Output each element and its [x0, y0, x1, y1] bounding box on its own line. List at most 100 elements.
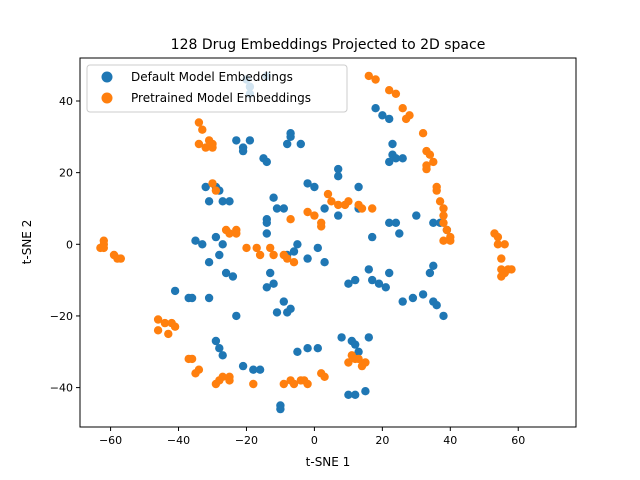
data-point [439, 211, 448, 220]
data-point [310, 211, 319, 220]
data-point [255, 365, 265, 374]
data-point [303, 207, 312, 217]
data-point [269, 193, 278, 202]
data-point [320, 258, 329, 267]
data-point [357, 204, 367, 213]
data-point [208, 179, 217, 188]
data-point [201, 143, 210, 152]
data-point [361, 387, 370, 396]
x-tick-label: −20 [235, 434, 258, 447]
data-point [418, 129, 428, 138]
data-point [225, 197, 234, 206]
data-point [310, 182, 319, 192]
data-point [303, 379, 312, 389]
data-point [439, 204, 448, 213]
data-point [286, 132, 295, 141]
points-layer [96, 71, 516, 414]
data-point [385, 157, 394, 167]
data-point [194, 365, 204, 374]
data-point [211, 232, 221, 242]
data-point [279, 379, 288, 389]
chart-title: 128 Drug Embeddings Projected to 2D spac… [171, 37, 486, 53]
data-point [398, 154, 407, 163]
y-tick-label: −40 [50, 382, 73, 395]
data-point [368, 204, 377, 213]
data-point [245, 136, 255, 145]
data-point [293, 347, 302, 356]
data-point [354, 347, 363, 356]
data-point [385, 268, 394, 278]
data-point [385, 86, 394, 95]
legend-label-default: Default Model Embeddings [131, 70, 293, 84]
data-point [497, 272, 506, 281]
data-point [228, 272, 238, 281]
data-point [391, 154, 401, 163]
data-point [221, 268, 231, 278]
data-point [340, 200, 350, 210]
data-point [317, 222, 326, 231]
data-point [364, 265, 373, 274]
data-point [283, 139, 292, 149]
legend-marker-pretrained [101, 92, 113, 104]
data-point [361, 358, 370, 367]
data-point [313, 344, 322, 353]
data-point [232, 311, 241, 321]
data-point [276, 404, 285, 414]
data-point [269, 279, 278, 288]
data-point [283, 254, 292, 263]
data-point [425, 150, 435, 159]
data-point [170, 322, 180, 331]
data-point [385, 218, 394, 227]
legend-box [86, 64, 348, 113]
data-point [320, 372, 329, 381]
data-point [398, 104, 407, 113]
data-point [218, 240, 227, 249]
x-axis-label: t-SNE 1 [306, 455, 351, 469]
data-point [388, 139, 397, 149]
data-point [201, 182, 210, 192]
data-point [279, 297, 288, 306]
x-tick-label: −40 [167, 434, 190, 447]
data-point [262, 229, 271, 238]
data-point [429, 218, 438, 227]
data-point [198, 125, 207, 134]
y-tick-label: −20 [50, 310, 73, 323]
data-point [364, 333, 373, 342]
data-point [204, 258, 214, 267]
data-point [381, 283, 390, 292]
legend: Default Model Embeddings Pretrained Mode… [86, 64, 348, 113]
data-point [507, 265, 516, 274]
data-point [422, 164, 431, 174]
data-point [262, 218, 271, 227]
series-default [170, 71, 452, 414]
data-point [344, 279, 353, 288]
data-point [191, 236, 200, 245]
data-point [418, 290, 428, 299]
x-tick-label: 60 [511, 434, 525, 447]
data-point [289, 247, 299, 256]
data-point [272, 308, 282, 317]
y-axis-label: t-SNE 2 [20, 220, 34, 265]
data-point [493, 232, 503, 242]
data-point [432, 301, 441, 310]
data-point [354, 354, 363, 364]
data-point [429, 157, 438, 167]
data-point [164, 329, 173, 339]
data-point [218, 351, 227, 360]
data-point [218, 372, 227, 381]
data-point [289, 379, 299, 389]
y-tick-label: 40 [59, 95, 73, 108]
data-point [313, 243, 322, 253]
data-point [439, 218, 448, 227]
data-point [215, 250, 224, 260]
data-point [232, 229, 241, 238]
data-point [432, 186, 441, 195]
data-point [408, 293, 418, 303]
data-point [238, 146, 248, 156]
y-axis: −40 −20 0 20 40 [50, 95, 80, 395]
x-axis: −60 −40 −20 0 20 40 60 [99, 427, 525, 447]
data-point [303, 344, 312, 353]
data-point [215, 344, 224, 353]
data-point [249, 365, 258, 374]
plot-frame [79, 57, 577, 428]
